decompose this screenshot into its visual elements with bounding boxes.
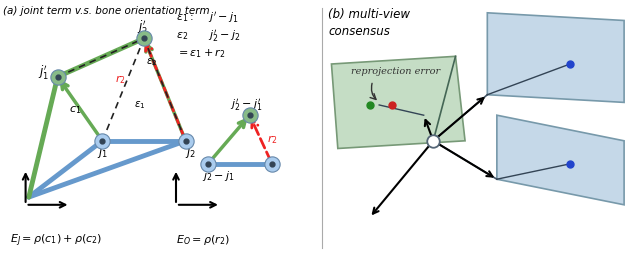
Text: $j_1'$: $j_1'$ (38, 63, 49, 81)
Text: reprojection error: reprojection error (351, 67, 440, 76)
Text: $= \epsilon_1 + r_2$: $= \epsilon_1 + r_2$ (176, 47, 225, 60)
Text: $r_2$: $r_2$ (115, 73, 126, 86)
Polygon shape (497, 115, 624, 205)
Text: $j_2$: $j_2$ (185, 143, 196, 160)
Text: $j_2'$: $j_2'$ (137, 18, 148, 36)
Text: $j' - j_1$: $j' - j_1$ (208, 10, 239, 25)
Text: $c_1$: $c_1$ (69, 105, 81, 116)
Text: (a) joint term v.s. bone orientation term: (a) joint term v.s. bone orientation ter… (3, 6, 210, 16)
Text: $E_J = \rho(c_1) + \rho(c_2)$: $E_J = \rho(c_1) + \rho(c_2)$ (10, 233, 102, 249)
Text: $r_2$: $r_2$ (268, 133, 278, 146)
Text: $E_O = \rho(r_2)$: $E_O = \rho(r_2)$ (176, 233, 230, 247)
Polygon shape (332, 56, 465, 148)
Text: $j_2 - j_1$: $j_2 - j_1$ (202, 169, 234, 183)
Text: (b) multi-view
consensus: (b) multi-view consensus (328, 8, 410, 38)
Text: $j_1$: $j_1$ (97, 143, 108, 160)
Polygon shape (487, 13, 624, 102)
Text: $\epsilon_2$: $\epsilon_2$ (146, 56, 157, 68)
Text: $\epsilon_1$: $\epsilon_1$ (134, 100, 146, 111)
Text: $\epsilon_1:$: $\epsilon_1:$ (176, 13, 194, 24)
Text: $j_2' - j_1'$: $j_2' - j_1'$ (230, 97, 262, 113)
Text: $j_2' - j_2$: $j_2' - j_2$ (208, 28, 241, 44)
Text: $\epsilon_2$: $\epsilon_2$ (176, 30, 188, 42)
